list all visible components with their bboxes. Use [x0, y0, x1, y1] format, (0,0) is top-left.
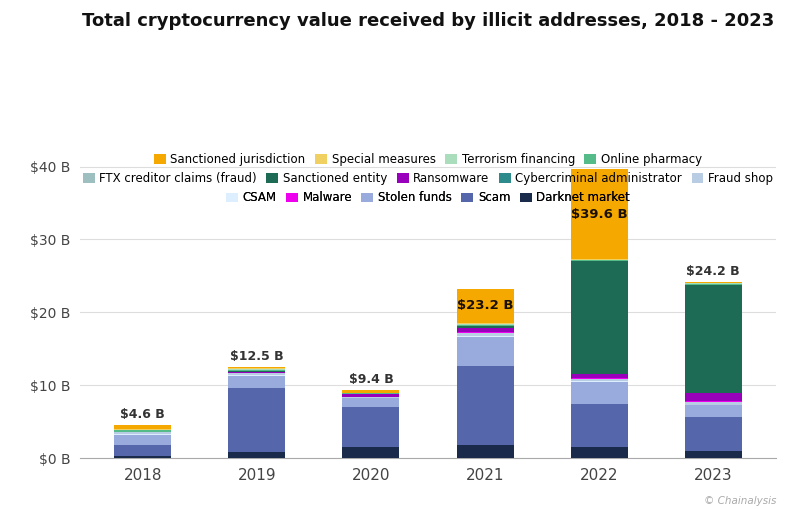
Bar [457, 336, 514, 337]
Bar [570, 169, 628, 259]
Text: $23.2 B: $23.2 B [457, 299, 514, 313]
Text: $4.6 B: $4.6 B [120, 408, 165, 421]
Bar [457, 326, 514, 328]
Title: Total cryptocurrency value received by illicit addresses, 2018 - 2023: Total cryptocurrency value received by i… [82, 12, 774, 31]
Bar [228, 369, 286, 370]
Bar [342, 389, 399, 392]
Bar [570, 404, 628, 447]
Bar [685, 282, 742, 283]
Bar [114, 429, 171, 430]
Bar [570, 382, 628, 404]
Bar [570, 374, 628, 378]
Bar [228, 370, 286, 371]
Bar [457, 323, 514, 324]
Bar [570, 447, 628, 458]
Bar [685, 283, 742, 284]
Bar [342, 399, 399, 407]
Bar [570, 259, 628, 260]
Bar [457, 337, 514, 365]
Text: © Chainalysis: © Chainalysis [704, 496, 776, 506]
Bar [342, 397, 399, 398]
Bar [457, 445, 514, 458]
Legend: CSAM, Malware, Stolen funds, Scam, Darknet market: CSAM, Malware, Stolen funds, Scam, Darkn… [226, 191, 630, 205]
Bar [114, 430, 171, 432]
Bar [114, 456, 171, 458]
Bar [342, 447, 399, 458]
Bar [342, 398, 399, 399]
Bar [570, 379, 628, 382]
Bar [342, 394, 399, 397]
Bar [457, 328, 514, 332]
Bar [570, 260, 628, 261]
Bar [457, 332, 514, 333]
Text: $9.4 B: $9.4 B [349, 373, 394, 386]
Bar [685, 405, 742, 417]
Bar [685, 285, 742, 393]
Bar [228, 371, 286, 373]
Text: $39.6 B: $39.6 B [571, 208, 627, 221]
Text: $24.2 B: $24.2 B [686, 265, 740, 278]
Bar [228, 376, 286, 388]
Bar [228, 453, 286, 458]
Bar [685, 284, 742, 285]
Bar [685, 402, 742, 405]
Bar [685, 417, 742, 451]
Bar [685, 401, 742, 402]
Bar [114, 445, 171, 456]
Bar [457, 333, 514, 336]
Bar [685, 393, 742, 401]
Text: $12.5 B: $12.5 B [230, 350, 284, 363]
Bar [570, 378, 628, 379]
Bar [570, 261, 628, 374]
Bar [457, 365, 514, 445]
Bar [228, 388, 286, 453]
Bar [228, 373, 286, 375]
Bar [114, 434, 171, 435]
Bar [457, 325, 514, 326]
Bar [228, 367, 286, 369]
Bar [114, 425, 171, 429]
Bar [228, 375, 286, 376]
Bar [457, 289, 514, 323]
Bar [342, 407, 399, 447]
Bar [114, 435, 171, 445]
Bar [114, 432, 171, 434]
Bar [457, 324, 514, 325]
Bar [685, 451, 742, 458]
